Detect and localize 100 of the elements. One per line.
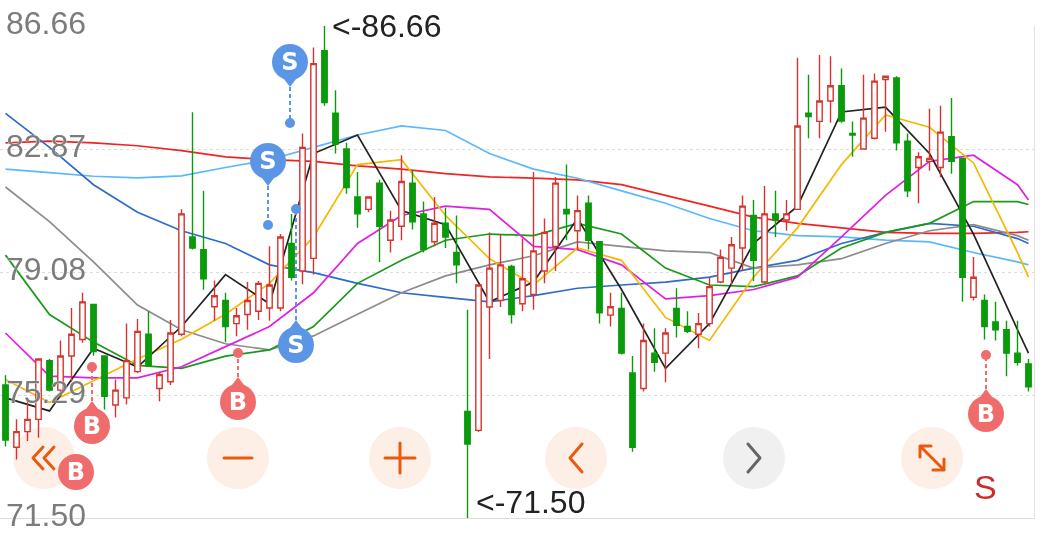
candlestick	[981, 293, 988, 341]
candlestick	[1025, 358, 1032, 393]
candlestick	[552, 176, 559, 272]
candlestick	[651, 327, 658, 373]
candlestick	[937, 105, 944, 178]
candlestick	[79, 292, 86, 344]
candlestick	[365, 196, 372, 213]
candlestick	[233, 307, 240, 337]
candlestick	[90, 303, 97, 357]
candlestick	[288, 213, 295, 282]
candlestick	[68, 307, 75, 383]
candlestick	[475, 283, 482, 433]
candlestick	[739, 194, 746, 272]
candlestick	[860, 73, 867, 150]
candlestick	[453, 214, 460, 285]
candlestick	[926, 108, 933, 172]
candlestick	[970, 256, 977, 302]
candlestick	[299, 132, 306, 286]
candlestick	[706, 276, 713, 328]
candlestick	[904, 132, 911, 198]
candlestick	[607, 292, 614, 328]
annotation: S	[974, 468, 997, 507]
candlestick	[255, 280, 262, 321]
candlestick	[871, 72, 878, 141]
candlestick	[640, 322, 647, 393]
candlestick	[167, 319, 174, 386]
candlestick	[431, 196, 438, 248]
candlestick	[387, 209, 394, 254]
candlestick	[464, 308, 471, 518]
candlestick	[541, 217, 548, 285]
candlestick	[244, 281, 251, 331]
line-series	[4, 112, 1030, 303]
candlestick	[794, 57, 801, 211]
candlestick	[178, 208, 185, 337]
candlestick	[112, 378, 119, 419]
candlestick	[695, 312, 702, 349]
candlestick	[266, 245, 273, 322]
candlestick	[2, 374, 9, 448]
candlestick	[772, 190, 779, 238]
candlestick	[497, 233, 504, 308]
candlestick	[838, 67, 845, 124]
candlestick	[805, 73, 812, 139]
candlestick	[354, 171, 361, 229]
annotation: B	[968, 396, 1004, 432]
candlestick	[959, 157, 966, 303]
annotation: <-86.66	[332, 8, 442, 44]
candlestick	[574, 194, 581, 251]
line-series	[4, 200, 1030, 370]
candlestick	[662, 327, 669, 384]
candlestick	[684, 310, 691, 334]
candlestick	[211, 279, 218, 322]
candlestick	[717, 248, 724, 285]
candlestick	[486, 231, 493, 360]
candlestick	[343, 142, 350, 195]
annotation: B	[220, 384, 256, 420]
candlestick	[596, 241, 603, 325]
candlestick	[629, 355, 636, 453]
candlestick	[376, 179, 383, 263]
candlestick	[530, 171, 537, 311]
candlestick	[948, 97, 955, 175]
candlestick	[189, 111, 196, 251]
y-tick-label: 71.50	[6, 497, 87, 533]
candlestick	[321, 26, 328, 107]
candlestick	[618, 292, 625, 356]
candlestick	[761, 185, 768, 285]
annotation: S	[250, 143, 286, 179]
candlestick	[849, 120, 856, 158]
candlestick	[915, 151, 922, 204]
candlestick	[123, 322, 130, 406]
candlestick	[1003, 319, 1010, 377]
candlestick	[134, 318, 141, 374]
candlestick	[893, 75, 900, 152]
candlestick	[519, 237, 526, 312]
candlestick	[442, 207, 449, 249]
candlestick	[420, 200, 427, 254]
annotation: S	[278, 327, 314, 363]
candlestick	[398, 154, 405, 241]
candlestick	[750, 199, 757, 282]
line-series	[4, 186, 1030, 351]
candlestick	[332, 89, 339, 155]
y-tick-label: 86.66	[6, 5, 87, 41]
candlestick	[1014, 319, 1021, 367]
candlestick	[508, 264, 515, 325]
annotation: B	[82, 412, 102, 440]
candlestick	[783, 199, 790, 232]
candlestick	[882, 75, 889, 133]
candlestick	[827, 55, 834, 124]
annotation: S	[272, 44, 308, 80]
candlestick	[101, 355, 108, 411]
candlestick	[310, 46, 317, 276]
candlestick	[409, 170, 416, 231]
candlestick	[563, 163, 570, 241]
candlestick	[816, 54, 823, 139]
candlestick	[277, 233, 284, 312]
candlestick	[992, 301, 999, 342]
annotation: <-71.50	[476, 484, 586, 520]
candlestick	[728, 236, 735, 286]
candlestick	[222, 292, 229, 343]
candlestick	[156, 371, 163, 402]
candlestick	[13, 418, 20, 461]
